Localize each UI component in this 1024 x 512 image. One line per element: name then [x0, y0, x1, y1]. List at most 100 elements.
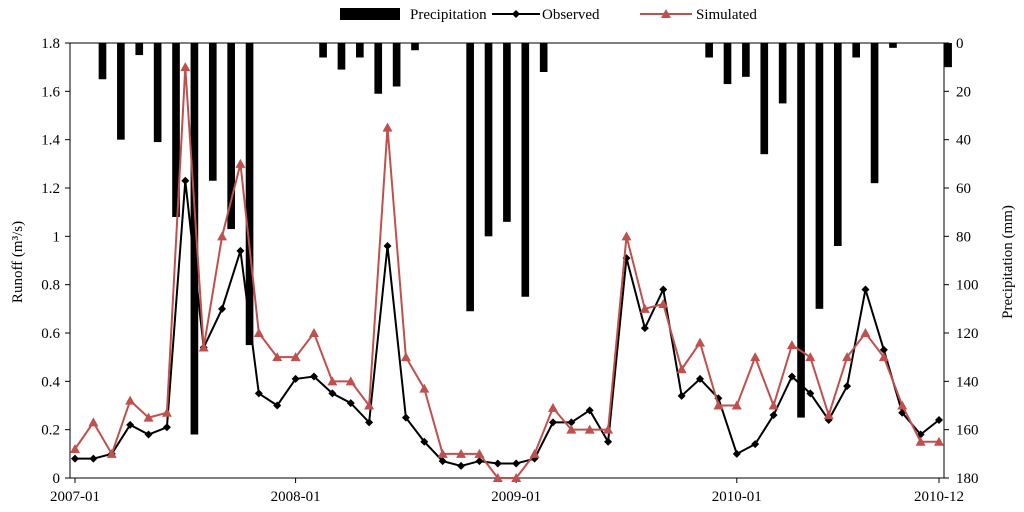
x-tick-label: 2007-01 [50, 489, 100, 505]
simulated-point [805, 352, 816, 362]
simulated-point [198, 342, 209, 352]
precipitation-bars [98, 43, 952, 435]
observed-point [732, 449, 741, 458]
y-left-tick-label: 0.6 [41, 326, 60, 342]
simulated-point [676, 364, 687, 374]
observed-point [236, 246, 245, 255]
y-right-tick-label: 140 [956, 374, 979, 390]
simulated-point [70, 444, 80, 453]
x-tick-label: 2010-12 [914, 489, 964, 505]
observed-point [181, 176, 190, 185]
simulated-point [584, 424, 595, 434]
precipitation-bar [742, 43, 750, 77]
precipitation-bar [135, 43, 144, 56]
observed-point [71, 454, 79, 463]
simulated-point [106, 448, 117, 458]
simulated-point [345, 376, 356, 386]
observed-point [162, 423, 171, 432]
simulated-point [878, 352, 889, 362]
observed-point [144, 430, 153, 439]
observed-point [696, 374, 705, 383]
precipitation-bar [98, 43, 107, 80]
legend-observed-label: Observed [542, 7, 600, 23]
legend: Precipitation Observed Simulated [340, 7, 757, 23]
precipitation-bar [356, 43, 364, 58]
y-left-tick-label: 0.2 [41, 423, 60, 439]
simulated-point [161, 407, 172, 417]
y-right-tick-label: 80 [956, 229, 971, 245]
x-tick-label: 2009-01 [491, 489, 541, 505]
observed-point [420, 437, 429, 446]
simulated-point [658, 299, 669, 308]
simulated-series [70, 62, 944, 482]
observed-point [291, 374, 300, 383]
simulated-point [180, 62, 191, 72]
simulated-point [327, 376, 338, 386]
simulated-point [88, 417, 99, 427]
x-axis-ticks: 2007-01 2008-01 2009-01 2010-01 2010-12 [50, 478, 964, 505]
observed-point [769, 411, 778, 420]
observed-point [935, 416, 943, 424]
simulated-point [639, 303, 650, 313]
precipitation-bar [153, 43, 162, 143]
precipitation-bar [797, 43, 805, 418]
precipitation-bar [503, 43, 511, 222]
legend-precipitation-label: Precipitation [410, 7, 487, 23]
precipitation-bar [466, 43, 474, 312]
simulated-point [823, 410, 834, 420]
simulated-point [125, 395, 136, 405]
observed-point [89, 454, 98, 463]
precipitation-bar [411, 43, 419, 51]
observed-point [677, 391, 686, 400]
simulated-point [566, 424, 577, 434]
simulated-point [786, 340, 797, 350]
y-left-tick-label: 0 [53, 471, 61, 487]
precipitation-bar [944, 43, 952, 68]
observed-point [861, 285, 870, 294]
observed-point [604, 437, 613, 446]
simulated-point [290, 352, 301, 362]
legend-observed-marker [512, 10, 520, 18]
y-axis-right-label: Precipitation (mm) [1000, 205, 1016, 319]
precipitation-bar [539, 43, 548, 72]
observed-point [843, 382, 852, 391]
simulated-point [934, 436, 944, 446]
simulated-point [419, 383, 430, 393]
simulated-point [437, 448, 448, 458]
simulated-point [731, 400, 742, 410]
y-right-tick-label: 0 [956, 36, 964, 52]
y-right-tick-label: 40 [956, 133, 971, 149]
precipitation-bar [374, 43, 383, 94]
legend-precipitation-swatch [340, 8, 400, 20]
precipitation-bar [227, 43, 235, 230]
y-left-tick-label: 1.4 [41, 133, 60, 149]
y-left-tick-label: 1 [53, 229, 61, 245]
simulated-point [235, 158, 246, 168]
simulated-point [364, 400, 375, 410]
simulated-point [621, 231, 632, 241]
simulated-point [860, 328, 871, 337]
observed-point [346, 399, 355, 408]
simulated-point [768, 400, 779, 410]
observed-point [401, 413, 410, 422]
observed-point [309, 372, 318, 381]
simulated-point [217, 231, 228, 241]
precipitation-bar [852, 43, 861, 58]
precipitation-bar [833, 43, 842, 246]
observed-point [879, 345, 888, 354]
y-right-tick-label: 180 [956, 471, 979, 487]
simulated-point [529, 448, 540, 458]
simulated-point [492, 473, 503, 482]
observed-point [567, 418, 576, 427]
legend-simulated-marker [661, 9, 671, 18]
x-tick-label: 2010-01 [712, 489, 762, 505]
simulated-point [474, 448, 485, 458]
y-left-tick-label: 0.8 [41, 278, 60, 294]
y-right-tick-label: 60 [956, 181, 971, 197]
observed-point [126, 420, 135, 429]
precipitation-bar [760, 43, 769, 155]
observed-point [512, 459, 521, 468]
simulated-point [547, 402, 558, 412]
y-right-tick-label: 100 [956, 278, 979, 294]
observed-point [365, 418, 374, 427]
